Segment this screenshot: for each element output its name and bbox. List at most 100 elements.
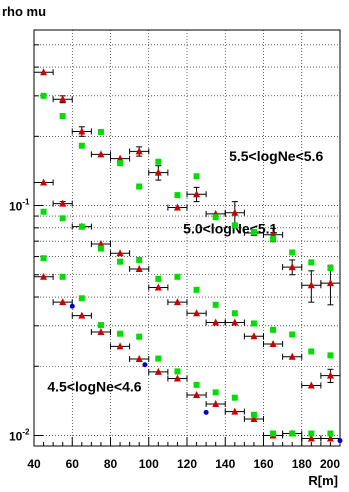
triangle-point	[97, 150, 105, 158]
square-point	[117, 160, 124, 167]
square-point	[250, 229, 257, 236]
square-point	[308, 430, 315, 437]
square-point	[193, 286, 200, 293]
square-point	[231, 310, 238, 317]
triangle-point	[231, 407, 239, 415]
square-point	[308, 259, 315, 266]
square-point	[97, 245, 104, 252]
circle-point	[337, 438, 343, 444]
triangle-point	[193, 309, 201, 317]
x-tick-label: 160	[253, 457, 273, 471]
triangle-point	[116, 249, 124, 257]
square-point	[250, 411, 257, 418]
triangle-point	[154, 367, 162, 375]
y-tick-label: 10-2	[9, 427, 30, 443]
y-tick-labels: 10-1 10-2	[9, 198, 30, 444]
square-point	[155, 158, 162, 165]
data-marks	[33, 68, 343, 444]
triangle-point	[269, 339, 277, 347]
square-point	[174, 273, 181, 280]
triangle-point	[97, 327, 105, 335]
triangle-point	[40, 68, 48, 76]
annotation-label: 5.5<logNe<5.6	[229, 148, 323, 164]
x-tick-label: 120	[177, 457, 197, 471]
square-point	[59, 113, 66, 120]
triangle-point	[59, 298, 67, 306]
triangle-point	[288, 352, 296, 360]
triangle-point	[173, 374, 181, 382]
triangle-point	[193, 190, 201, 198]
triangle-point	[97, 240, 105, 248]
triangle-point	[307, 434, 315, 442]
triangle-point	[307, 281, 315, 289]
x-tick-label: 40	[27, 457, 41, 471]
x-tick-label: 100	[139, 457, 159, 471]
square-point	[327, 265, 334, 272]
circle-point	[203, 409, 209, 415]
square-point	[40, 255, 47, 262]
square-point	[155, 275, 162, 282]
triangle-point	[116, 154, 124, 162]
square-point	[250, 320, 257, 327]
square-point	[270, 430, 277, 437]
square-point	[155, 355, 162, 362]
circle-point	[69, 303, 75, 309]
square-point	[136, 333, 143, 340]
chart-title: rho mu	[2, 4, 46, 19]
triangle-point	[135, 147, 143, 155]
square-point	[97, 322, 104, 329]
square-point	[212, 301, 219, 308]
triangle-point	[326, 279, 334, 287]
triangle-point	[307, 381, 315, 389]
triangle-point	[231, 208, 239, 216]
triangle-point	[78, 311, 86, 319]
square-point	[308, 348, 315, 355]
square-point	[59, 215, 66, 222]
triangle-point	[212, 318, 220, 326]
triangle-point	[78, 127, 86, 135]
triangle-point	[135, 264, 143, 272]
square-point	[212, 214, 219, 221]
square-point	[174, 368, 181, 375]
grid	[34, 30, 340, 447]
triangle-point	[59, 95, 67, 103]
triangle-point	[250, 332, 258, 340]
square-point	[136, 256, 143, 263]
triangle-point	[231, 318, 239, 326]
square-point	[117, 258, 124, 265]
square-point	[270, 235, 277, 242]
square-point	[40, 208, 47, 215]
square-point	[136, 183, 143, 190]
square-point	[117, 330, 124, 337]
triangle-point	[173, 203, 181, 211]
triangle-point	[135, 355, 143, 363]
triangle-point	[288, 263, 296, 271]
square-point	[97, 128, 104, 135]
square-point	[193, 381, 200, 388]
circle-point	[142, 362, 148, 368]
annotations: 5.5<logNe<5.65.0<logNe<5.14.5<logNe<4.6	[47, 148, 323, 395]
triangle-point	[173, 298, 181, 306]
triangle-point	[250, 414, 258, 422]
square-point	[78, 223, 85, 230]
triangle-point	[154, 283, 162, 291]
triangle-point	[212, 400, 220, 408]
triangle-point	[40, 272, 48, 280]
square-point	[270, 326, 277, 333]
triangle-point	[326, 434, 334, 442]
triangle-point	[154, 168, 162, 176]
x-tick-labels: 40 60 80 100 120 140 160 180 200	[27, 457, 340, 471]
square-point	[59, 273, 66, 280]
x-tick-label: 140	[215, 457, 235, 471]
square-point	[327, 430, 334, 437]
square-point	[78, 295, 85, 302]
square-point	[78, 142, 85, 149]
square-point	[231, 222, 238, 229]
square-point	[212, 389, 219, 396]
triangle-point	[59, 199, 67, 207]
x-tick-label: 60	[66, 457, 80, 471]
x-tick-label: 80	[104, 457, 118, 471]
x-axis-title: R[m]	[308, 473, 338, 488]
square-point	[174, 192, 181, 199]
